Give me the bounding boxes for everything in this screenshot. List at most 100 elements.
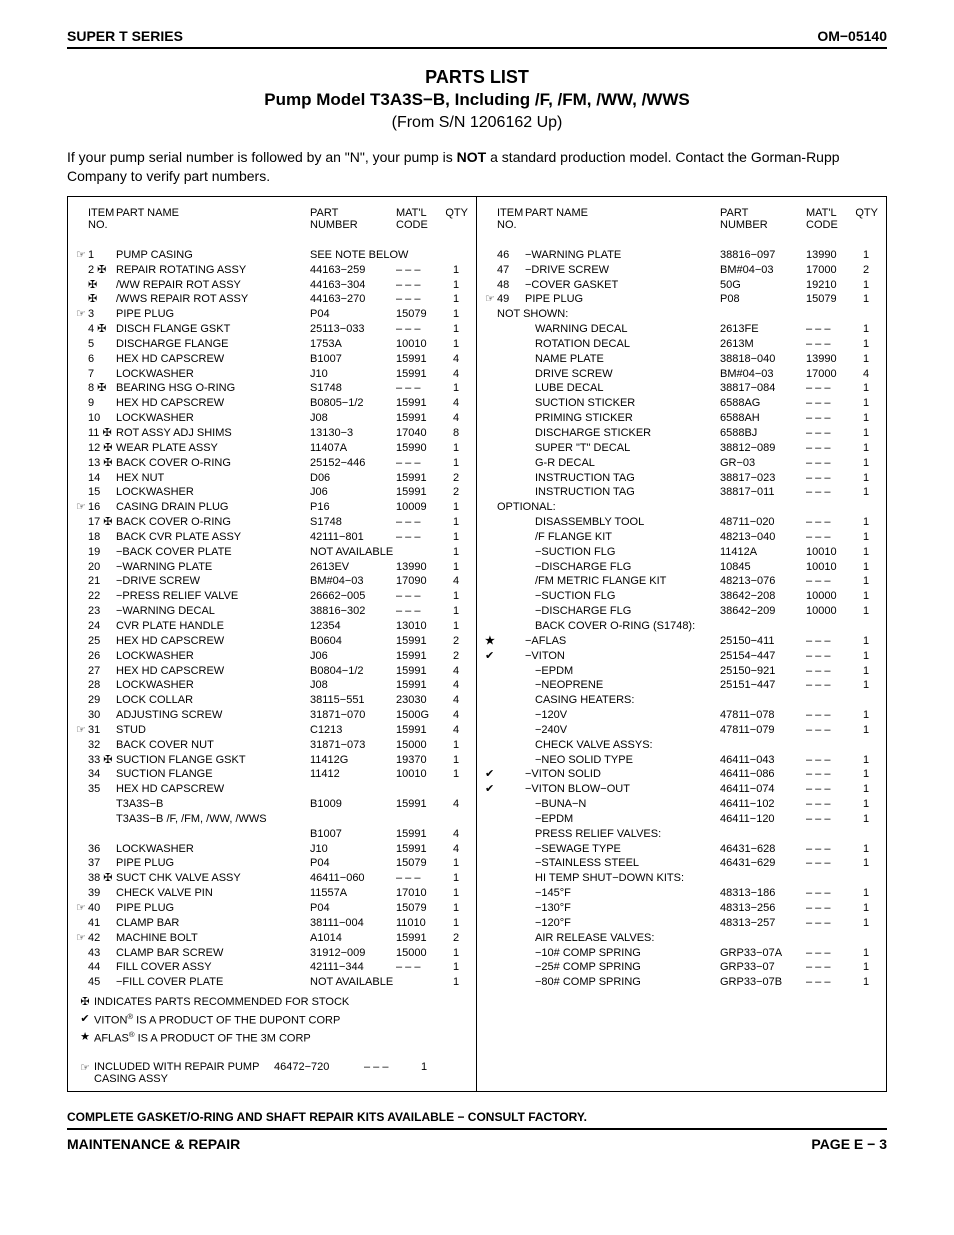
legend: ✠INDICATES PARTS RECOMMENDED FOR STOCK✔V… [76, 994, 468, 1047]
table-row: INSTRUCTION TAG38817−023– – –1 [485, 471, 878, 486]
table-row: ✠/WWS REPAIR ROT ASSY44163−270– – –1 [76, 292, 468, 307]
table-row: 5DISCHARGE FLANGE1753A100101 [76, 337, 468, 352]
legend-row: ✔VITON® IS A PRODUCT OF THE DUPONT CORP [76, 1011, 468, 1029]
table-row: 35HEX HD CAPSCREW [76, 782, 468, 797]
table-row: −DISCHARGE FLG10845100101 [485, 560, 878, 575]
table-row: −240V47811−079– – –1 [485, 723, 878, 738]
legend-row: ★AFLAS® IS A PRODUCT OF THE 3M CORP [76, 1029, 468, 1047]
table-row: 21−DRIVE SCREWBM#04−03170904 [76, 574, 468, 589]
table-row: HI TEMP SHUT−DOWN KITS: [485, 871, 878, 886]
table-row: 29LOCK COLLAR38115−551230304 [76, 693, 468, 708]
table-row: ☞31STUDC1213159914 [76, 723, 468, 738]
table-row: DISCHARGE STICKER6588BJ– – –1 [485, 426, 878, 441]
table-row: ✠/WW REPAIR ROT ASSY44163−304– – –1 [76, 278, 468, 293]
table-row: −NEOPRENE25151−447– – –1 [485, 678, 878, 693]
included-with-repair: ☞ INCLUDED WITH REPAIR PUMP CASING ASSY … [76, 1061, 468, 1085]
table-row: 44FILL COVER ASSY42111−344– – –1 [76, 960, 468, 975]
left-rows: ☞1PUMP CASINGSEE NOTE BELOW2 ✠REPAIR ROT… [76, 248, 468, 990]
legend-row: ✠INDICATES PARTS RECOMMENDED FOR STOCK [76, 994, 468, 1011]
table-row: −10# COMP SPRINGGRP33−07A– – –1 [485, 946, 878, 961]
table-row: PRESS RELIEF VALVES: [485, 827, 878, 842]
table-row: −NEO SOLID TYPE46411−043– – –1 [485, 753, 878, 768]
table-row: −120V47811−078– – –1 [485, 708, 878, 723]
table-row: −DISCHARGE FLG38642−209100001 [485, 604, 878, 619]
table-row: 18BACK CVR PLATE ASSY42111−801– – –1 [76, 530, 468, 545]
table-row: ✔−VITON25154−447– – –1 [485, 649, 878, 664]
table-row: T3A3S−BB1009159914 [76, 797, 468, 812]
footer-left: MAINTENANCE & REPAIR [67, 1136, 240, 1152]
header-right: OM−05140 [817, 28, 887, 44]
table-row: 4 ✠DISCH FLANGE GSKT25113−033– – –1 [76, 322, 468, 337]
title-block: PARTS LIST Pump Model T3A3S−B, Including… [67, 65, 887, 134]
table-row: 19−BACK COVER PLATENOT AVAILABLE1 [76, 545, 468, 560]
table-row: 46−WARNING PLATE38816−097139901 [485, 248, 878, 263]
table-row: PRIMING STICKER6588AH– – –1 [485, 411, 878, 426]
table-row: 34SUCTION FLANGE11412100101 [76, 767, 468, 782]
table-row: 14HEX NUTD06159912 [76, 471, 468, 486]
title-line3: (From S/N 1206162 Up) [67, 112, 887, 134]
title-line1: PARTS LIST [67, 65, 887, 89]
table-row: −130°F48313−256– – –1 [485, 901, 878, 916]
table-row: 32BACK COVER NUT31871−073150001 [76, 738, 468, 753]
table-row: −25# COMP SPRINGGRP33−07– – –1 [485, 960, 878, 975]
table-row: −BUNA−N46411−102– – –1 [485, 797, 878, 812]
header-left: SUPER T SERIES [67, 28, 183, 44]
table-row: ☞42MACHINE BOLTA1014159912 [76, 931, 468, 946]
table-row: ☞40PIPE PLUGP04150791 [76, 901, 468, 916]
left-column: ITEMNO. PART NAME PARTNUMBER MAT'LCODE Q… [68, 197, 477, 1091]
table-row: 38 ✠SUCT CHK VALVE ASSY46411−060– – –1 [76, 871, 468, 886]
table-row: B1007159914 [76, 827, 468, 842]
table-row: −SUCTION FLG38642−208100001 [485, 589, 878, 604]
table-row: 12 ✠WEAR PLATE ASSY11407A159901 [76, 441, 468, 456]
table-row: −SUCTION FLG11412A100101 [485, 545, 878, 560]
table-row: OPTIONAL: [485, 500, 878, 515]
table-row: T3A3S−B /F, /FM, /WW, /WWS [76, 812, 468, 827]
table-row: 6HEX HD CAPSCREWB1007159914 [76, 352, 468, 367]
table-row: AIR RELEASE VALVES: [485, 931, 878, 946]
table-row: −145°F48313−186– – –1 [485, 886, 878, 901]
complete-kits: COMPLETE GASKET/O-RING AND SHAFT REPAIR … [67, 1110, 887, 1130]
table-row: 27HEX HD CAPSCREWB0804−1/2159914 [76, 664, 468, 679]
table-row: G-R DECALGR−03– – –1 [485, 456, 878, 471]
table-row: 22−PRESS RELIEF VALVE26662−005– – –1 [76, 589, 468, 604]
table-row: 13 ✠BACK COVER O-RING25152−446– – –1 [76, 456, 468, 471]
right-rows: 46−WARNING PLATE38816−09713990147−DRIVE … [485, 248, 878, 990]
table-row: 39CHECK VALVE PIN11557A170101 [76, 886, 468, 901]
table-row: ☞3PIPE PLUGP04150791 [76, 307, 468, 322]
intro-text: If your pump serial number is followed b… [67, 148, 887, 186]
table-row: ✔−VITON SOLID46411−086– – –1 [485, 767, 878, 782]
table-row: BACK COVER O-RING (S1748): [485, 619, 878, 634]
table-row: −EPDM25150−921– – –1 [485, 664, 878, 679]
table-row: ROTATION DECAL2613M– – –1 [485, 337, 878, 352]
table-row: −120°F48313−257– – –1 [485, 916, 878, 931]
table-row: 20−WARNING PLATE2613EV139901 [76, 560, 468, 575]
table-row: ✔−VITON BLOW−OUT46411−074– – –1 [485, 782, 878, 797]
table-row: −STAINLESS STEEL46431−629– – –1 [485, 856, 878, 871]
footer-right: PAGE E − 3 [811, 1136, 887, 1152]
table-row: 11 ✠ROT ASSY ADJ SHIMS13130−3170408 [76, 426, 468, 441]
table-row: 17 ✠BACK COVER O-RINGS1748– – –1 [76, 515, 468, 530]
table-row: 25HEX HD CAPSCREWB0604159912 [76, 634, 468, 649]
page: SUPER T SERIES OM−05140 PARTS LIST Pump … [27, 0, 927, 1180]
page-header: SUPER T SERIES OM−05140 [67, 28, 887, 49]
table-row: LUBE DECAL38817−084– – –1 [485, 381, 878, 396]
table-row: 2 ✠REPAIR ROTATING ASSY44163−259– – –1 [76, 263, 468, 278]
table-row: DRIVE SCREWBM#04−03170004 [485, 367, 878, 382]
table-row: 48−COVER GASKET50G192101 [485, 278, 878, 293]
table-row: 47−DRIVE SCREWBM#04−03170002 [485, 263, 878, 278]
table-row: INSTRUCTION TAG38817−011– – –1 [485, 485, 878, 500]
table-row: WARNING DECAL2613FE– – –1 [485, 322, 878, 337]
table-row: 7LOCKWASHERJ10159914 [76, 367, 468, 382]
table-row: CASING HEATERS: [485, 693, 878, 708]
table-row: 26LOCKWASHERJ06159912 [76, 649, 468, 664]
table-row: DISASSEMBLY TOOL48711−020– – –1 [485, 515, 878, 530]
title-line2: Pump Model T3A3S−B, Including /F, /FM, /… [67, 89, 887, 112]
table-row: NAME PLATE38818−040139901 [485, 352, 878, 367]
table-row: 9HEX HD CAPSCREWB0805−1/2159914 [76, 396, 468, 411]
table-row: ☞49PIPE PLUGP08150791 [485, 292, 878, 307]
table-row: ☞1PUMP CASINGSEE NOTE BELOW [76, 248, 468, 263]
table-row: 23−WARNING DECAL38816−302– – –1 [76, 604, 468, 619]
table-row: 28LOCKWASHERJ08159914 [76, 678, 468, 693]
table-row: ★−AFLAS25150−411– – –1 [485, 634, 878, 649]
table-row: −EPDM46411−120– – –1 [485, 812, 878, 827]
